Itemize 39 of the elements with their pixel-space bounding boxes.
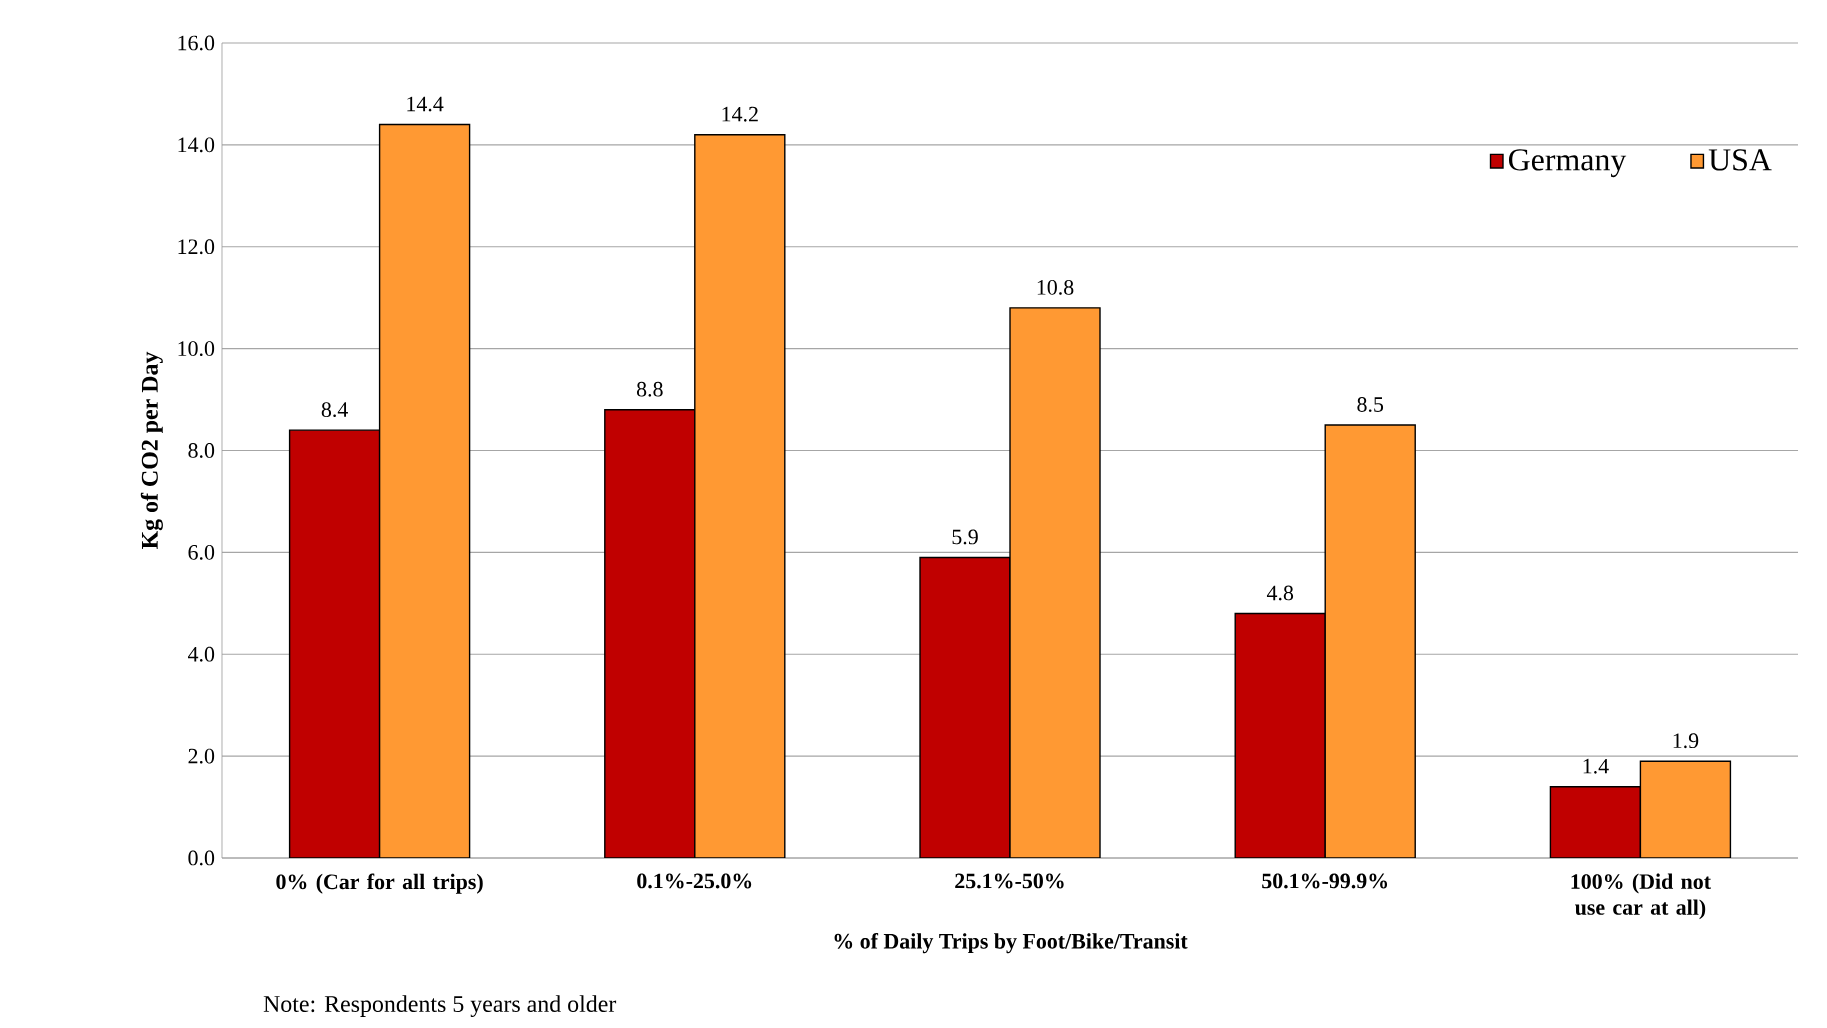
bar <box>1324 424 1416 858</box>
data-label: 5.9 <box>952 529 978 545</box>
y-tick-label: 4.0 <box>188 646 215 662</box>
bar <box>378 123 471 858</box>
bar <box>1234 612 1326 858</box>
data-label: 14.4 <box>407 96 444 112</box>
data-label: 10.8 <box>1037 279 1074 295</box>
y-tick-label: 6.0 <box>188 544 215 560</box>
data-label: 4.8 <box>1266 585 1294 601</box>
x-tick-label: 50.1%-99.9% <box>1262 873 1388 889</box>
data-label: 1.9 <box>1673 733 1699 749</box>
bar <box>694 133 786 858</box>
data-label: 14.2 <box>722 106 758 122</box>
bar <box>1009 307 1101 858</box>
y-tick-label: 16.0 <box>178 35 215 51</box>
bar <box>1639 760 1732 858</box>
x-tick-label: 0.1%-25.0% <box>637 873 752 889</box>
text: Note: Respondents 5 years and older <box>263 995 617 1017</box>
x-tick-label: 25.1%-50% <box>955 873 1064 889</box>
data-label: 8.8 <box>636 381 663 397</box>
y-tick-label: 14.0 <box>178 137 215 153</box>
bar <box>288 429 381 858</box>
y-tick-label: 10.0 <box>178 341 215 357</box>
data-label: 8.4 <box>321 402 348 418</box>
x-tick-label: 0% (Car for all trips) <box>276 873 483 894</box>
y-tick-label: 0.0 <box>188 850 215 866</box>
y-tick-label: 2.0 <box>188 748 215 764</box>
data-label: 1.4 <box>1583 758 1609 774</box>
legend-label: Germany <box>1508 149 1627 178</box>
bar <box>919 556 1011 858</box>
x-tick-label: 100% (Did not use car at all) <box>1571 873 1711 920</box>
bar <box>1549 785 1642 858</box>
y-tick-label: 8.0 <box>188 443 215 458</box>
y-axis-title: Kg of CO2 per Day <box>140 351 163 550</box>
y-tick-label: 12.0 <box>178 239 215 255</box>
bar <box>604 409 696 858</box>
x-axis-title: % of Daily Trips by Foot/Bike/Transit <box>834 933 1188 954</box>
data-label: 8.5 <box>1357 397 1384 412</box>
legend-label: USA <box>1708 149 1772 171</box>
